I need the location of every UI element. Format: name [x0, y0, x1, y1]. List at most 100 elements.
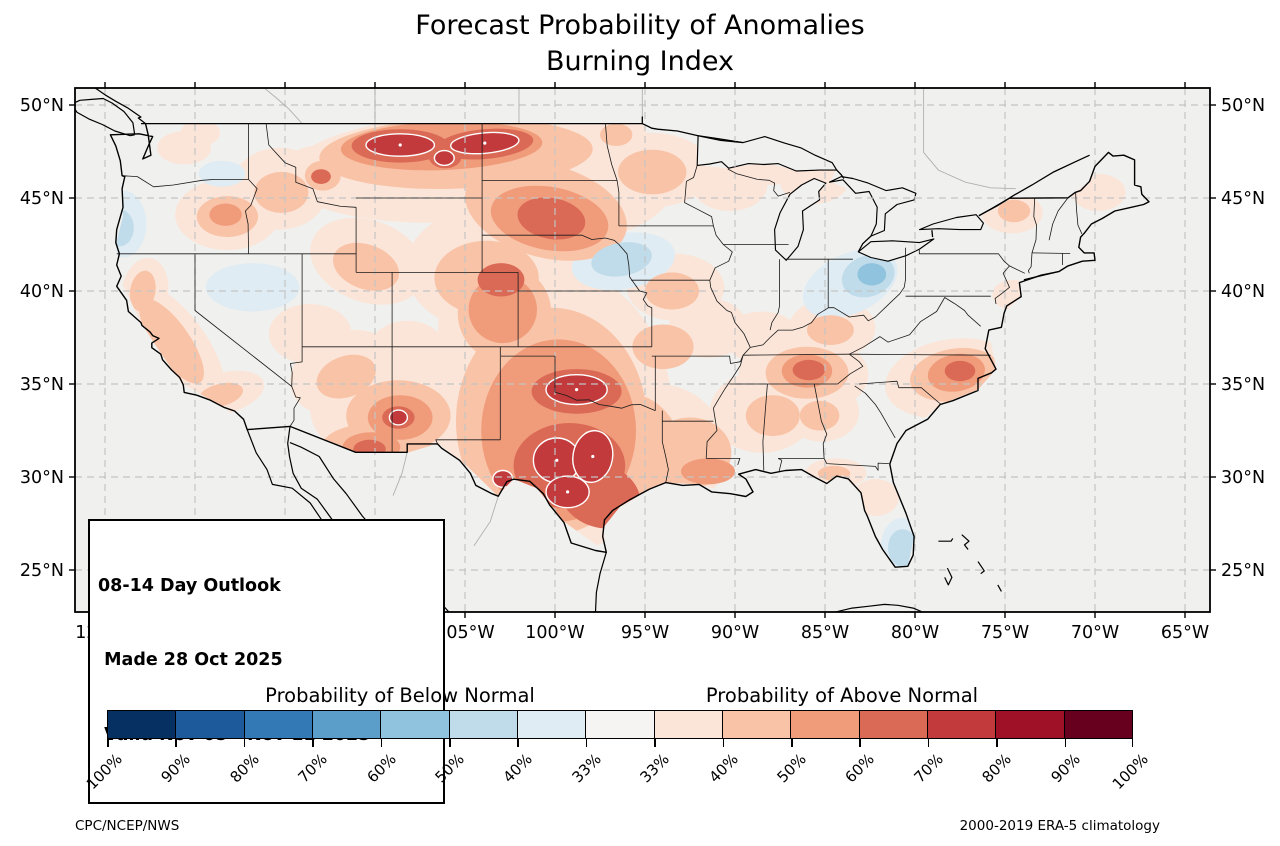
- conus-probability-map: 125°W120°W115°W110°W105°W100°W95°W90°W85…: [20, 82, 1265, 643]
- y-tick-label-right: 50°N: [1221, 96, 1265, 116]
- colorbar-segment-4: [381, 711, 450, 738]
- map-frame: [74, 87, 1211, 613]
- x-tick-label: 100°W: [525, 623, 584, 643]
- colorbar-tick-label: 100%: [1108, 750, 1152, 794]
- y-tick-label-left: 40°N: [20, 282, 64, 302]
- colorbar-segment-5: [449, 711, 518, 738]
- map-region-tennessee-spot: [792, 359, 825, 381]
- map-region-missouri-sw: [632, 324, 694, 370]
- y-tick-label-left: 30°N: [20, 468, 64, 488]
- colorbar-segment-12: [927, 711, 997, 738]
- y-tick-label-left: 35°N: [20, 375, 64, 395]
- x-tick-label: 90°W: [711, 623, 759, 643]
- colorbar-tick: [996, 739, 998, 747]
- map-region-idaho-core: [254, 171, 309, 213]
- map-region-south-dakota-core: [517, 197, 586, 240]
- colorbar-above-normal-label: Probability of Above Normal: [705, 684, 979, 707]
- map-region-utah-south: [268, 304, 352, 364]
- colorbar-tick: [654, 739, 656, 747]
- colorbar-segment-9: [722, 711, 792, 738]
- chart-title: Forecast Probability of Anomalies Burnin…: [0, 8, 1280, 80]
- colorbar-tick: [449, 739, 451, 747]
- colorbar-tick: [517, 739, 519, 747]
- colorbar-tick: [585, 739, 588, 747]
- x-tick-label: 95°W: [621, 623, 669, 643]
- y-tick-label-right: 30°N: [1221, 468, 1265, 488]
- colorbar-tick: [1064, 739, 1067, 747]
- map-region-utah-ne: [332, 242, 400, 291]
- map-region-minnesota-core: [618, 149, 687, 195]
- map-region-montana-core-small: [433, 149, 455, 167]
- y-tick-label-right: 45°N: [1221, 189, 1265, 209]
- colorbar-segment-7: [586, 711, 655, 738]
- colorbar-segment-2: [244, 711, 313, 738]
- map-region-nevada-north-below: [205, 263, 300, 312]
- colorbar-tick: [927, 739, 930, 747]
- colorbar-segment-14: [1064, 711, 1132, 738]
- outlook-info-box: 08-14 Day Outlook Made 28 Oct 2025 Valid…: [88, 519, 445, 805]
- y-tick-label-right: 25°N: [1221, 561, 1265, 581]
- map-region-louisiana-south: [681, 458, 735, 485]
- colorbar-tick: [722, 739, 725, 747]
- colorbar-below-normal-label: Probability of Below Normal: [265, 684, 535, 707]
- map-region-nebraska-iowa-below-core: [591, 242, 652, 277]
- colorbar-tick-label: 50%: [773, 750, 810, 787]
- map-region-arizona-flagstaff: [316, 354, 376, 399]
- colorbar-tick-label: 70%: [910, 750, 947, 787]
- map-region-new-mexico-core-dot: [388, 409, 409, 426]
- map-region-ohio-below-spot: [857, 263, 887, 286]
- colorbar-segment-1: [176, 711, 245, 738]
- probability-colorbar: [107, 710, 1133, 739]
- colorbar-tick-label: 60%: [841, 750, 879, 787]
- x-tick-label: 70°W: [1071, 623, 1119, 643]
- chart-title-line1: Forecast Probability of Anomalies: [415, 10, 865, 41]
- y-tick-label-left: 25°N: [20, 561, 64, 581]
- colorbar-tick-label: 33%: [568, 750, 605, 787]
- x-tick-label: 75°W: [981, 623, 1029, 643]
- map-region-nebraska-colorado-core: [477, 263, 525, 297]
- credit-climatology: 2000-2019 ERA-5 climatology: [959, 818, 1160, 834]
- colorbar-tick-label: 40%: [705, 750, 742, 787]
- map-region-minnesota-nw-core: [600, 123, 633, 146]
- y-tick-label-left: 45°N: [20, 189, 64, 209]
- colorbar-segment-11: [859, 711, 928, 738]
- map-region-florida-south-below-core: [888, 529, 917, 567]
- colorbar-segment-8: [654, 711, 723, 738]
- map-region-washington-okanogan: [180, 123, 221, 146]
- x-tick-label: 65°W: [1161, 623, 1209, 643]
- map-region-washington-se-below: [198, 160, 246, 187]
- map-region-iowa-missouri-core: [645, 272, 699, 310]
- map-region-montana-west-spot: [311, 169, 331, 185]
- colorbar-segment-10: [791, 711, 860, 738]
- map-region-california-north-core: [129, 270, 156, 312]
- map-region-sierra-core: [139, 298, 204, 384]
- map-region-mississippi-alabama-core: [745, 395, 800, 437]
- colorbar-tick: [312, 739, 314, 747]
- colorbar-tick: [243, 739, 246, 747]
- map-region-adirondack-core: [997, 199, 1031, 223]
- colorbar-tick-label: 33%: [636, 750, 673, 787]
- x-tick-label: 80°W: [891, 623, 939, 643]
- x-tick-label: 105°W: [435, 623, 494, 643]
- colorbar-tick-label: 40%: [499, 750, 537, 787]
- map-region-georgia-core: [799, 400, 840, 431]
- colorbar-segment-13: [996, 711, 1065, 738]
- x-tick-label: 85°W: [801, 623, 849, 643]
- map-region-oregon-spot: [209, 203, 242, 226]
- colorbar-tick: [791, 739, 793, 747]
- colorbar-tick: [107, 739, 109, 747]
- colorbar-tick: [859, 739, 861, 747]
- colorbar-tick-label: 90%: [1047, 750, 1084, 787]
- map-region-carolina-spot: [944, 360, 976, 382]
- contour-fills: [110, 123, 1126, 568]
- chart-title-line2: Burning Index: [545, 46, 735, 77]
- colorbar-tick: [380, 739, 383, 747]
- colorbar-tick-label: 80%: [978, 750, 1015, 787]
- outlook-period: 08-14 Day Outlook: [98, 575, 281, 596]
- colorbar-tick: [1131, 739, 1133, 747]
- y-tick-label-left: 50°N: [20, 96, 64, 116]
- outlook-made-date: Made 28 Oct 2025: [98, 650, 283, 671]
- colorbar-segment-3: [312, 711, 382, 738]
- map-region-four-corners: [369, 320, 446, 377]
